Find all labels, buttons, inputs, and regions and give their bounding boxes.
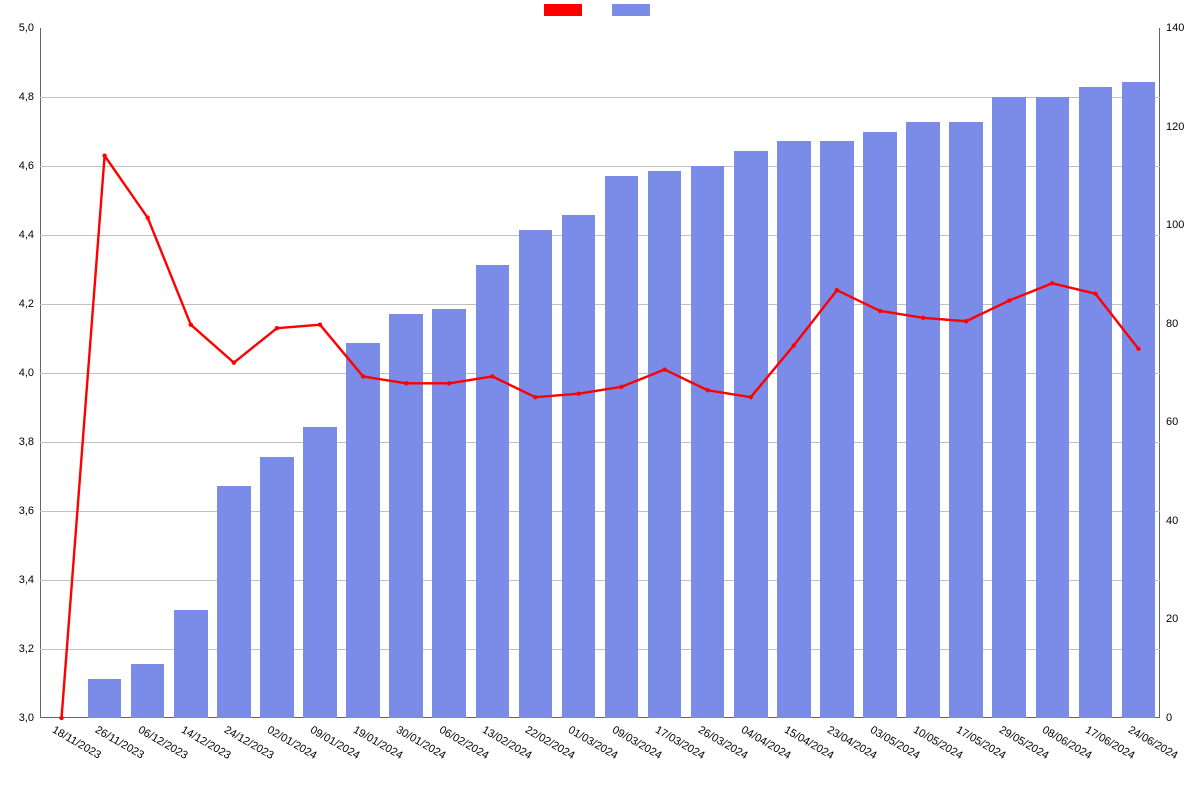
legend — [0, 0, 1200, 20]
y-left-tick-label: 4,4 — [19, 229, 34, 241]
y-right-tick-label: 40 — [1166, 515, 1178, 527]
plot-area: 3,03,23,43,63,84,04,24,44,64,85,00204060… — [40, 28, 1160, 718]
bar — [648, 171, 682, 718]
legend-item — [544, 4, 588, 16]
bar — [562, 215, 596, 718]
bar — [691, 166, 725, 718]
y-right-tick-label: 60 — [1166, 416, 1178, 428]
bar — [88, 679, 122, 718]
line-marker — [189, 323, 193, 327]
y-left-tick-label: 4,2 — [19, 298, 34, 310]
bar — [1079, 87, 1113, 718]
y-left-tick-label: 3,8 — [19, 436, 34, 448]
legend-swatch — [612, 4, 650, 16]
y-right-tick-label: 120 — [1166, 121, 1184, 133]
bar — [863, 132, 897, 719]
line-marker — [145, 216, 149, 220]
y-left-tick-label: 4,0 — [19, 367, 34, 379]
y-right-tick-label: 0 — [1166, 712, 1172, 724]
bar — [346, 343, 380, 718]
combo-chart: 3,0 3,2 3,4 3,6 3,8 4,0 4,2 4,4 4,6 4,8 5,0 0 20 40 60… — [0, 0, 1200, 800]
y-right-tick-label: 100 — [1166, 219, 1184, 231]
bar — [432, 309, 466, 718]
bar — [174, 610, 208, 718]
x-tick-label: 24/06/2024 — [1126, 724, 1180, 762]
y-left-tick-label: 3,0 — [19, 712, 34, 724]
bar — [217, 486, 251, 718]
bar — [777, 141, 811, 718]
line-marker — [102, 153, 106, 157]
bar — [992, 97, 1026, 718]
line-marker — [318, 323, 322, 327]
bar — [260, 457, 294, 718]
y-left-tick-label: 3,2 — [19, 643, 34, 655]
y-left-tick-label: 4,6 — [19, 160, 34, 172]
legend-swatch — [544, 4, 582, 16]
y-left-tick-label: 3,4 — [19, 574, 34, 586]
y-left-tick-label: 4,8 — [19, 91, 34, 103]
bar — [389, 314, 423, 718]
bar — [476, 265, 510, 718]
y-right-tick-label: 80 — [1166, 318, 1178, 330]
bar — [605, 176, 639, 718]
bar — [1122, 82, 1156, 718]
y-right-tick-label: 20 — [1166, 613, 1178, 625]
y-left-tick-label: 3,6 — [19, 505, 34, 517]
bar — [1036, 97, 1070, 718]
line-marker — [275, 326, 279, 330]
bar — [519, 230, 553, 718]
bar — [303, 427, 337, 718]
bar — [734, 151, 768, 718]
legend-item — [612, 4, 656, 16]
bar — [131, 664, 165, 718]
y-right-tick-label: 140 — [1166, 22, 1184, 34]
line-marker — [232, 360, 236, 364]
bar — [906, 122, 940, 718]
bar — [949, 122, 983, 718]
y-left-tick-label: 5,0 — [19, 22, 34, 34]
bar — [820, 141, 854, 718]
